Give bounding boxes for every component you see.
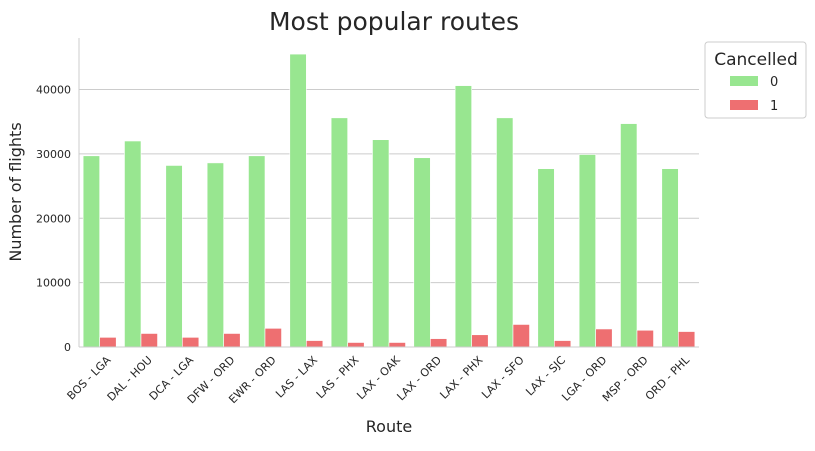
bar-las-phx-cancelled-0	[330, 117, 348, 348]
bar-lax-sfo-cancelled-0	[496, 117, 514, 348]
bar-dal-hou-cancelled-1	[140, 333, 158, 348]
bar-las-lax-cancelled-1	[306, 340, 324, 348]
bar-lga-ord-cancelled-0	[578, 154, 596, 348]
x-tick-label: DAL - HOU	[105, 354, 155, 404]
bar-las-phx-cancelled-1	[347, 342, 365, 348]
bar-lax-oak-cancelled-1	[388, 342, 406, 348]
legend: Cancelled 01	[704, 41, 807, 119]
x-tick-label: LAX - ORD	[394, 354, 444, 404]
bar-lax-sjc-cancelled-1	[554, 340, 572, 348]
bar-lga-ord-cancelled-1	[595, 328, 613, 348]
bar-lax-phx-cancelled-1	[471, 334, 489, 348]
bar-lax-oak-cancelled-0	[372, 139, 390, 348]
legend-label-1: 1	[770, 99, 778, 114]
bar-ord-phl-cancelled-0	[661, 168, 679, 348]
bar-dfw-ord-cancelled-0	[206, 162, 224, 348]
legend-swatch-0	[730, 76, 758, 86]
bar-las-lax-cancelled-0	[289, 53, 307, 348]
legend-items: 01	[730, 75, 778, 114]
bars	[82, 53, 696, 348]
y-tick-label: 30000	[36, 148, 71, 161]
y-tick-label: 0	[64, 341, 71, 354]
y-tick-label: 10000	[36, 277, 71, 290]
legend-title: Cancelled	[714, 50, 798, 70]
bar-bos-lga-cancelled-1	[99, 337, 117, 348]
x-tick-label: LAX - PHX	[437, 353, 485, 401]
bar-lax-ord-cancelled-0	[413, 157, 431, 348]
bar-lax-ord-cancelled-1	[430, 338, 448, 348]
y-axis-ticks: 0 10000 20000 30000 40000	[36, 84, 71, 355]
bar-lax-phx-cancelled-0	[454, 85, 472, 348]
bar-dal-hou-cancelled-0	[124, 140, 142, 348]
bar-dca-lga-cancelled-1	[182, 337, 200, 348]
x-axis-label: Route	[366, 417, 412, 436]
bar-ewr-ord-cancelled-1	[264, 328, 282, 348]
legend-swatch-1	[730, 100, 758, 110]
bar-lax-sfo-cancelled-1	[512, 324, 530, 348]
bar-bos-lga-cancelled-0	[82, 155, 100, 348]
bar-msp-ord-cancelled-1	[636, 329, 654, 348]
bar-lax-sjc-cancelled-0	[537, 168, 555, 348]
x-tick-label: LAS - LAX	[273, 353, 320, 400]
bar-ewr-ord-cancelled-0	[248, 155, 266, 348]
x-tick-label: LAX - SFO	[479, 353, 527, 401]
bar-ord-phl-cancelled-1	[678, 331, 696, 348]
bar-msp-ord-cancelled-0	[620, 123, 638, 348]
y-axis-label: Number of flights	[6, 122, 25, 261]
legend-label-0: 0	[770, 75, 778, 90]
bar-dca-lga-cancelled-0	[165, 165, 183, 348]
y-tick-label: 40000	[36, 84, 71, 97]
chart-title: Most popular routes	[269, 7, 519, 36]
bar-dfw-ord-cancelled-1	[223, 333, 241, 348]
x-tick-label: ORD - PHL	[643, 353, 693, 403]
y-tick-label: 20000	[36, 212, 71, 225]
